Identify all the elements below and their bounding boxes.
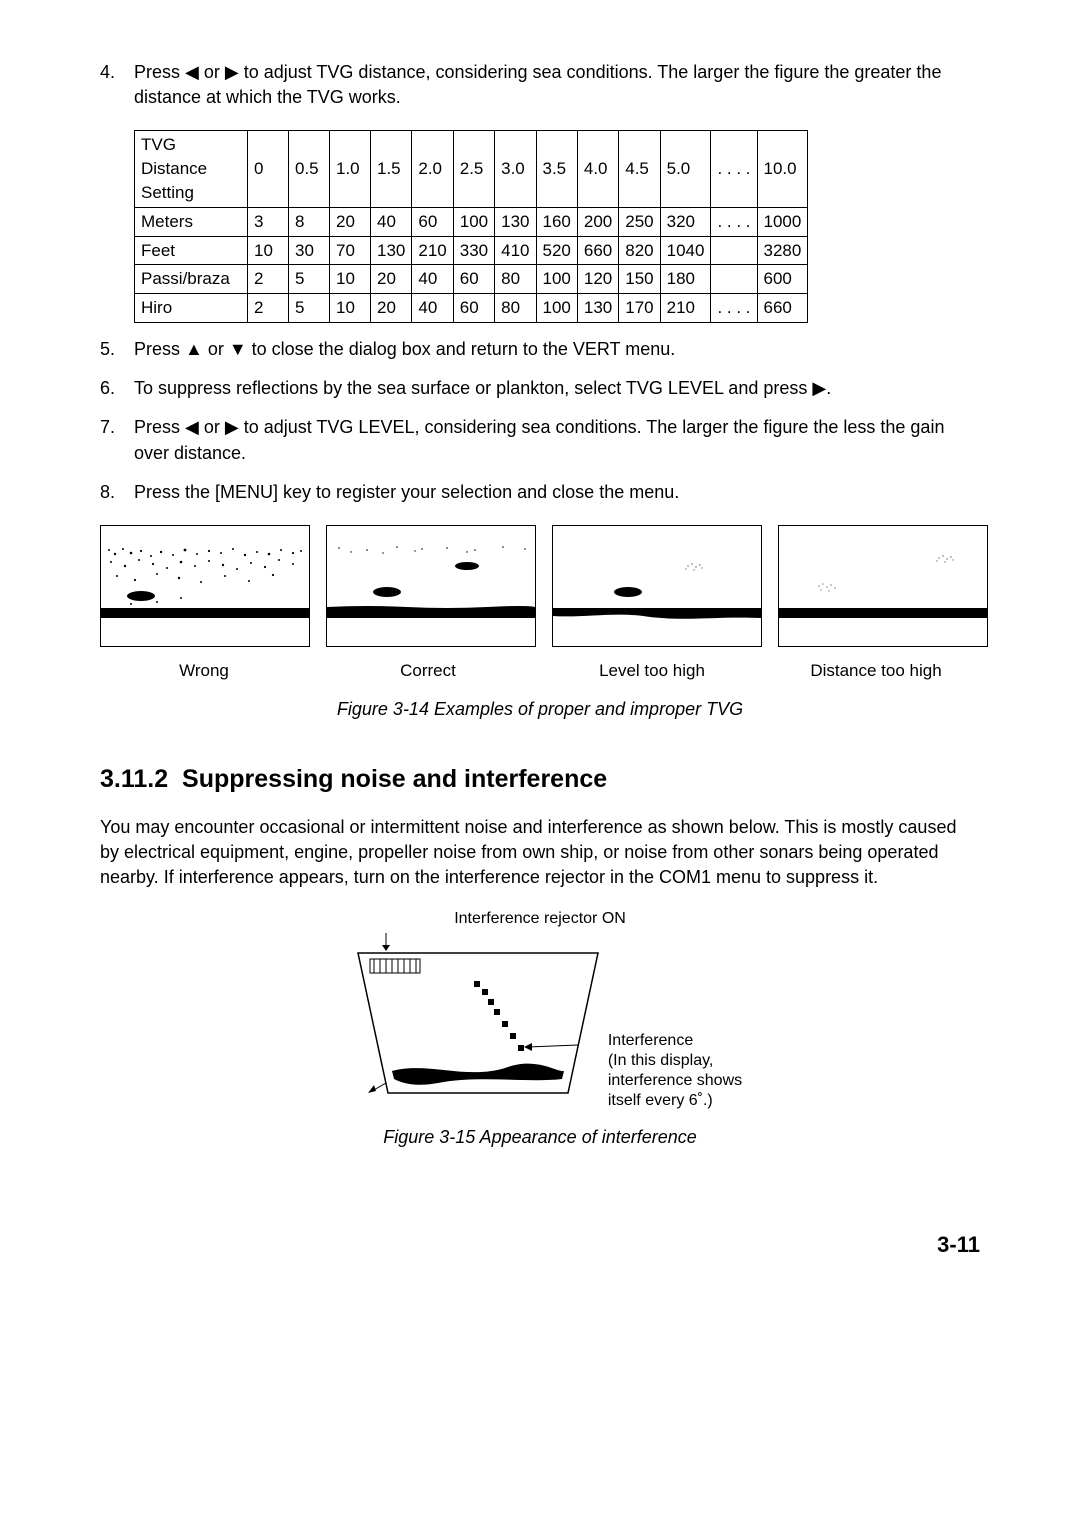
step-text-5: Press ▲ or ▼ to close the dialog box and… <box>134 337 980 362</box>
step-number-8: 8. <box>100 480 134 505</box>
table-header-label: TVG Distance Setting <box>135 131 248 207</box>
figure-caption-level: Level too high <box>548 659 756 683</box>
table-row: Hiro 2 5 10 20 40 60 80 100 130 170 210 … <box>135 294 808 323</box>
step-text-8: Press the [MENU] key to register your se… <box>134 480 980 505</box>
tvg-example-wrong <box>100 525 310 647</box>
figure-caption-correct: Correct <box>324 659 532 683</box>
figure-3-15-title: Figure 3-15 Appearance of interference <box>100 1125 980 1150</box>
figure-caption-wrong: Wrong <box>100 659 308 683</box>
step-text-4: Press ◀ or ▶ to adjust TVG distance, con… <box>134 60 980 110</box>
step-text-6: To suppress reflections by the sea surfa… <box>134 376 980 401</box>
table-row: Passi/braza 2 5 10 20 40 60 80 100 120 1… <box>135 265 808 294</box>
step-text-7: Press ◀ or ▶ to adjust TVG LEVEL, consid… <box>134 415 980 465</box>
tvg-example-correct <box>326 525 536 647</box>
step-number-7: 7. <box>100 415 134 465</box>
table-row: Feet 10 30 70 130 210 330 410 520 660 82… <box>135 236 808 265</box>
figure-3-14 <box>100 525 980 647</box>
section-heading: 3.11.2 Suppressing noise and interferenc… <box>100 762 980 797</box>
tvg-example-distance-high <box>778 525 988 647</box>
figure-caption-distance: Distance too high <box>772 659 980 683</box>
step-number-6: 6. <box>100 376 134 401</box>
figure-3-14-title: Figure 3-14 Examples of proper and impro… <box>100 697 980 722</box>
table-row: Meters 3 8 20 40 60 100 130 160 200 250 … <box>135 207 808 236</box>
figure-3-15: Interference rejector ON <box>100 908 980 1110</box>
interference-side-label: Interference (In this display, interfere… <box>608 1031 742 1111</box>
page-number: 3-11 <box>100 1230 980 1261</box>
interference-rejector-on-label: Interference rejector ON <box>454 908 626 930</box>
tvg-example-level-high <box>552 525 762 647</box>
step-number-5: 5. <box>100 337 134 362</box>
section-body: You may encounter occasional or intermit… <box>100 815 980 891</box>
tvg-distance-table: TVG Distance Setting 0 0.5 1.0 1.5 2.0 2… <box>134 130 808 323</box>
step-number-4: 4. <box>100 60 134 110</box>
interference-diagram <box>338 933 608 1103</box>
